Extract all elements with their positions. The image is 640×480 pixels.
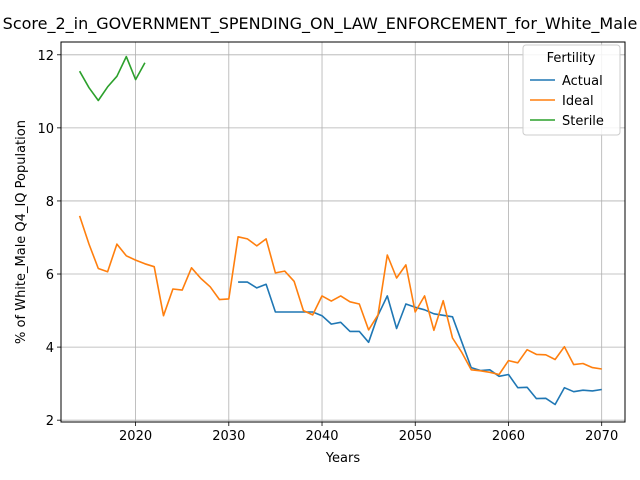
legend: Fertility Actual Ideal Sterile	[522, 44, 621, 136]
y-tick-label: 6	[46, 268, 54, 283]
series-layer	[78, 55, 602, 406]
x-tick-label: 2040	[305, 429, 338, 444]
x-tick-label: 2050	[399, 429, 432, 444]
chart-title: Score_2_in_GOVERNMENT_SPENDING_ON_LAW_EN…	[3, 14, 638, 34]
y-tick-label: 12	[37, 49, 54, 64]
x-tick-label: 2060	[492, 429, 525, 444]
x-axis: 2020 2030 2040 2050 2060 2070	[119, 422, 618, 444]
legend-box	[522, 44, 621, 136]
series-line-actual	[238, 281, 602, 406]
plot-frame	[60, 41, 626, 423]
y-tick-label: 2	[46, 414, 54, 429]
y-tick-label: 8	[46, 195, 54, 210]
legend-title: Fertility	[547, 51, 596, 66]
x-tick-label: 2070	[585, 429, 618, 444]
series-line-sterile	[78, 55, 146, 102]
x-tick-label: 2030	[212, 429, 245, 444]
x-axis-label: Years	[325, 451, 361, 466]
x-tick-label: 2020	[119, 429, 152, 444]
y-axis: 2 4 6 8 10 12	[37, 49, 61, 429]
y-tick-label: 10	[37, 122, 54, 137]
legend-label-sterile: Sterile	[562, 114, 604, 129]
y-tick-label: 4	[46, 341, 54, 356]
series-line-ideal	[78, 215, 602, 376]
y-axis-label: % of White_Male Q4_IQ Population	[14, 120, 29, 344]
legend-label-ideal: Ideal	[562, 94, 594, 109]
legend-label-actual: Actual	[562, 74, 603, 89]
